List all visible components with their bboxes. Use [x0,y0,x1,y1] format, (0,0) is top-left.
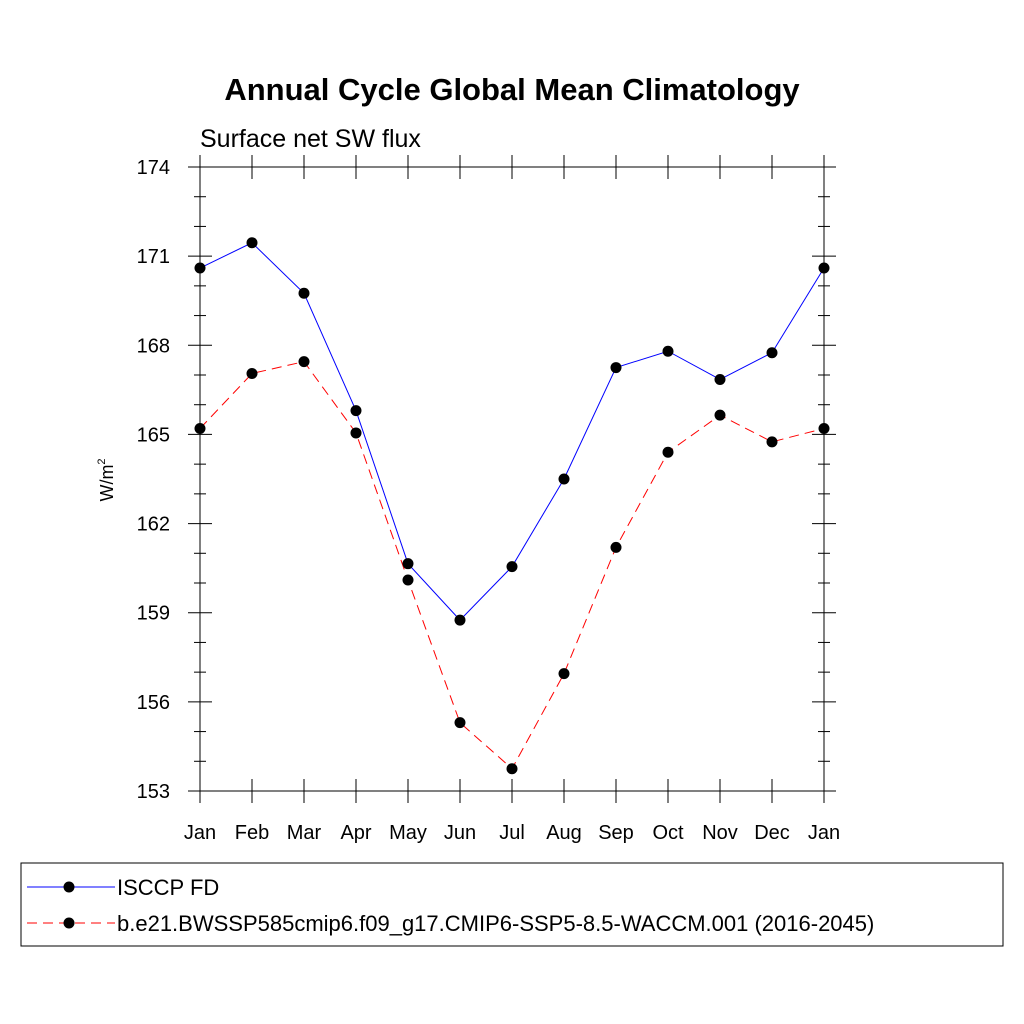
x-tick-label: Jun [444,822,476,844]
y-axis-label-superscript: 2 [96,458,108,464]
y-tick-label: 159 [137,603,170,625]
data-point-series-1 [402,574,414,586]
y-tick-label: 171 [137,246,170,268]
x-tick-label: May [389,822,427,844]
data-point-series-0 [818,262,830,274]
series-layer [194,237,830,775]
data-point-series-1 [818,422,830,434]
x-tick-label: Mar [287,822,322,844]
data-point-series-0 [766,347,778,359]
x-tick-label: Jan [808,822,840,844]
data-point-series-1 [350,427,362,439]
y-axis-label: W/m2 [96,458,117,501]
data-point-series-1 [298,356,310,368]
x-tick-label: Feb [235,822,269,844]
legend-box [20,862,1004,947]
y-tick-label: 168 [137,335,170,357]
data-point-series-0 [714,373,726,385]
data-point-series-1 [506,763,518,775]
data-point-series-0 [246,237,258,249]
y-tick-label: 153 [137,781,170,803]
chart-title: Annual Cycle Global Mean Climatology [224,72,800,107]
y-tick-label: 165 [137,424,170,446]
x-tick-label: Aug [546,822,582,844]
data-point-series-1 [766,436,778,448]
data-point-series-0 [610,362,622,374]
y-axis-label-main: W/m [97,465,117,502]
x-tick-label: Sep [598,822,634,844]
data-point-series-0 [506,561,518,573]
y-tick-label: 162 [137,514,170,536]
data-point-series-0 [298,287,310,299]
legend: ISCCP FD b.e21.BWSSP585cmip6.f09_g17.CMI… [20,862,1004,947]
data-point-series-0 [350,405,362,417]
data-point-series-0 [402,558,414,570]
data-point-series-1 [454,717,466,729]
data-point-series-1 [558,668,570,680]
data-point-series-1 [714,409,726,421]
data-point-series-0 [662,345,674,357]
legend-label-series-0: ISCCP FD [117,875,219,900]
data-point-series-1 [194,422,206,434]
chart-subtitle: Surface net SW flux [200,125,421,153]
x-tick-label: Nov [702,822,738,844]
data-point-series-0 [194,262,206,274]
axes: Jan Feb Mar Apr May Jun Jul Aug Sep Oct Nov Dec Jan 1… [137,155,840,844]
x-tick-label: Jul [499,822,525,844]
x-tick-label: Jan [184,822,216,844]
y-tick-label: 174 [137,157,170,179]
data-point-series-1 [662,446,674,458]
legend-marker-series-1 [63,917,75,929]
x-tick-label: Dec [754,822,790,844]
data-point-series-0 [558,473,570,485]
y-tick-label: 156 [137,692,170,714]
legend-label-series-1: b.e21.BWSSP585cmip6.f09_g17.CMIP6-SSP5-8… [117,911,874,936]
data-point-series-1 [246,368,258,380]
x-tick-label: Oct [652,822,684,844]
data-point-series-1 [610,541,622,553]
legend-marker-series-0 [63,881,75,893]
x-tick-label: Apr [340,822,371,844]
data-point-series-0 [454,614,466,626]
plot-frame [199,166,825,792]
